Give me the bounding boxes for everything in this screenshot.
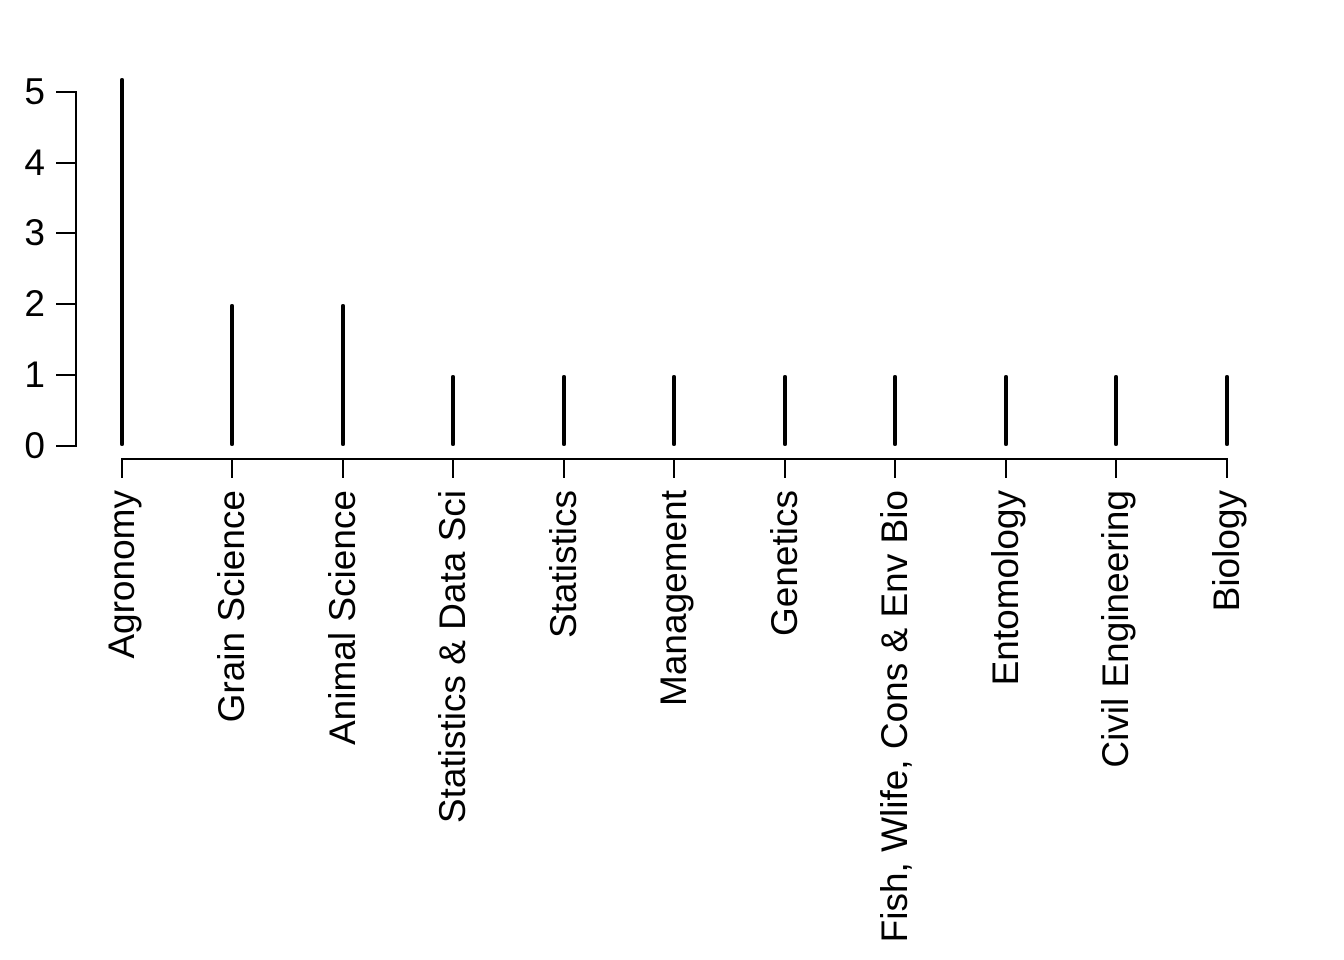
x-category-label: Agronomy <box>100 490 142 659</box>
x-tick <box>452 459 454 478</box>
x-tick <box>1225 459 1228 478</box>
spike <box>782 375 787 446</box>
x-category-label: Biology <box>1205 490 1247 612</box>
y-tick-label: 0 <box>24 425 45 466</box>
spike <box>451 375 455 446</box>
x-category-label: Grain Science <box>211 490 252 723</box>
spike <box>1114 375 1118 446</box>
y-tick <box>56 232 76 235</box>
x-category-label: Fish, Wlife, Cons & Env Bio <box>874 490 915 943</box>
spike <box>561 375 566 446</box>
spike <box>340 304 345 446</box>
y-tick-label: 5 <box>24 70 45 112</box>
y-tick <box>56 445 76 447</box>
x-category-label: Statistics & Data Sci <box>432 490 473 824</box>
y-tick-label: 2 <box>24 283 45 325</box>
y-tick <box>56 161 76 164</box>
y-axis-line <box>75 90 77 447</box>
x-tick <box>783 459 786 478</box>
x-category-label: Civil Engineering <box>1095 490 1136 768</box>
y-tick-label: 1 <box>24 354 45 396</box>
x-tick <box>1115 459 1117 478</box>
x-tick <box>673 459 675 478</box>
spike <box>230 304 234 446</box>
x-tick <box>1004 459 1007 478</box>
x-tick <box>894 459 896 478</box>
y-tick <box>56 90 76 93</box>
x-tick <box>341 459 344 478</box>
spike <box>893 375 897 446</box>
y-tick-label: 3 <box>24 212 45 254</box>
y-tick <box>56 303 76 306</box>
y-tick-label: 4 <box>24 141 45 183</box>
x-tick <box>562 459 565 478</box>
spike <box>672 375 676 446</box>
x-category-label: Animal Science <box>321 490 363 746</box>
spike <box>1224 375 1229 446</box>
x-category-label: Genetics <box>763 490 805 637</box>
x-category-label: Statistics <box>542 490 584 639</box>
x-category-label: Management <box>653 490 694 706</box>
y-tick <box>56 374 76 377</box>
spike <box>1003 375 1008 446</box>
spike <box>119 77 124 446</box>
x-tick <box>231 459 233 478</box>
x-category-label: Entomology <box>984 490 1026 686</box>
x-tick <box>120 459 123 478</box>
